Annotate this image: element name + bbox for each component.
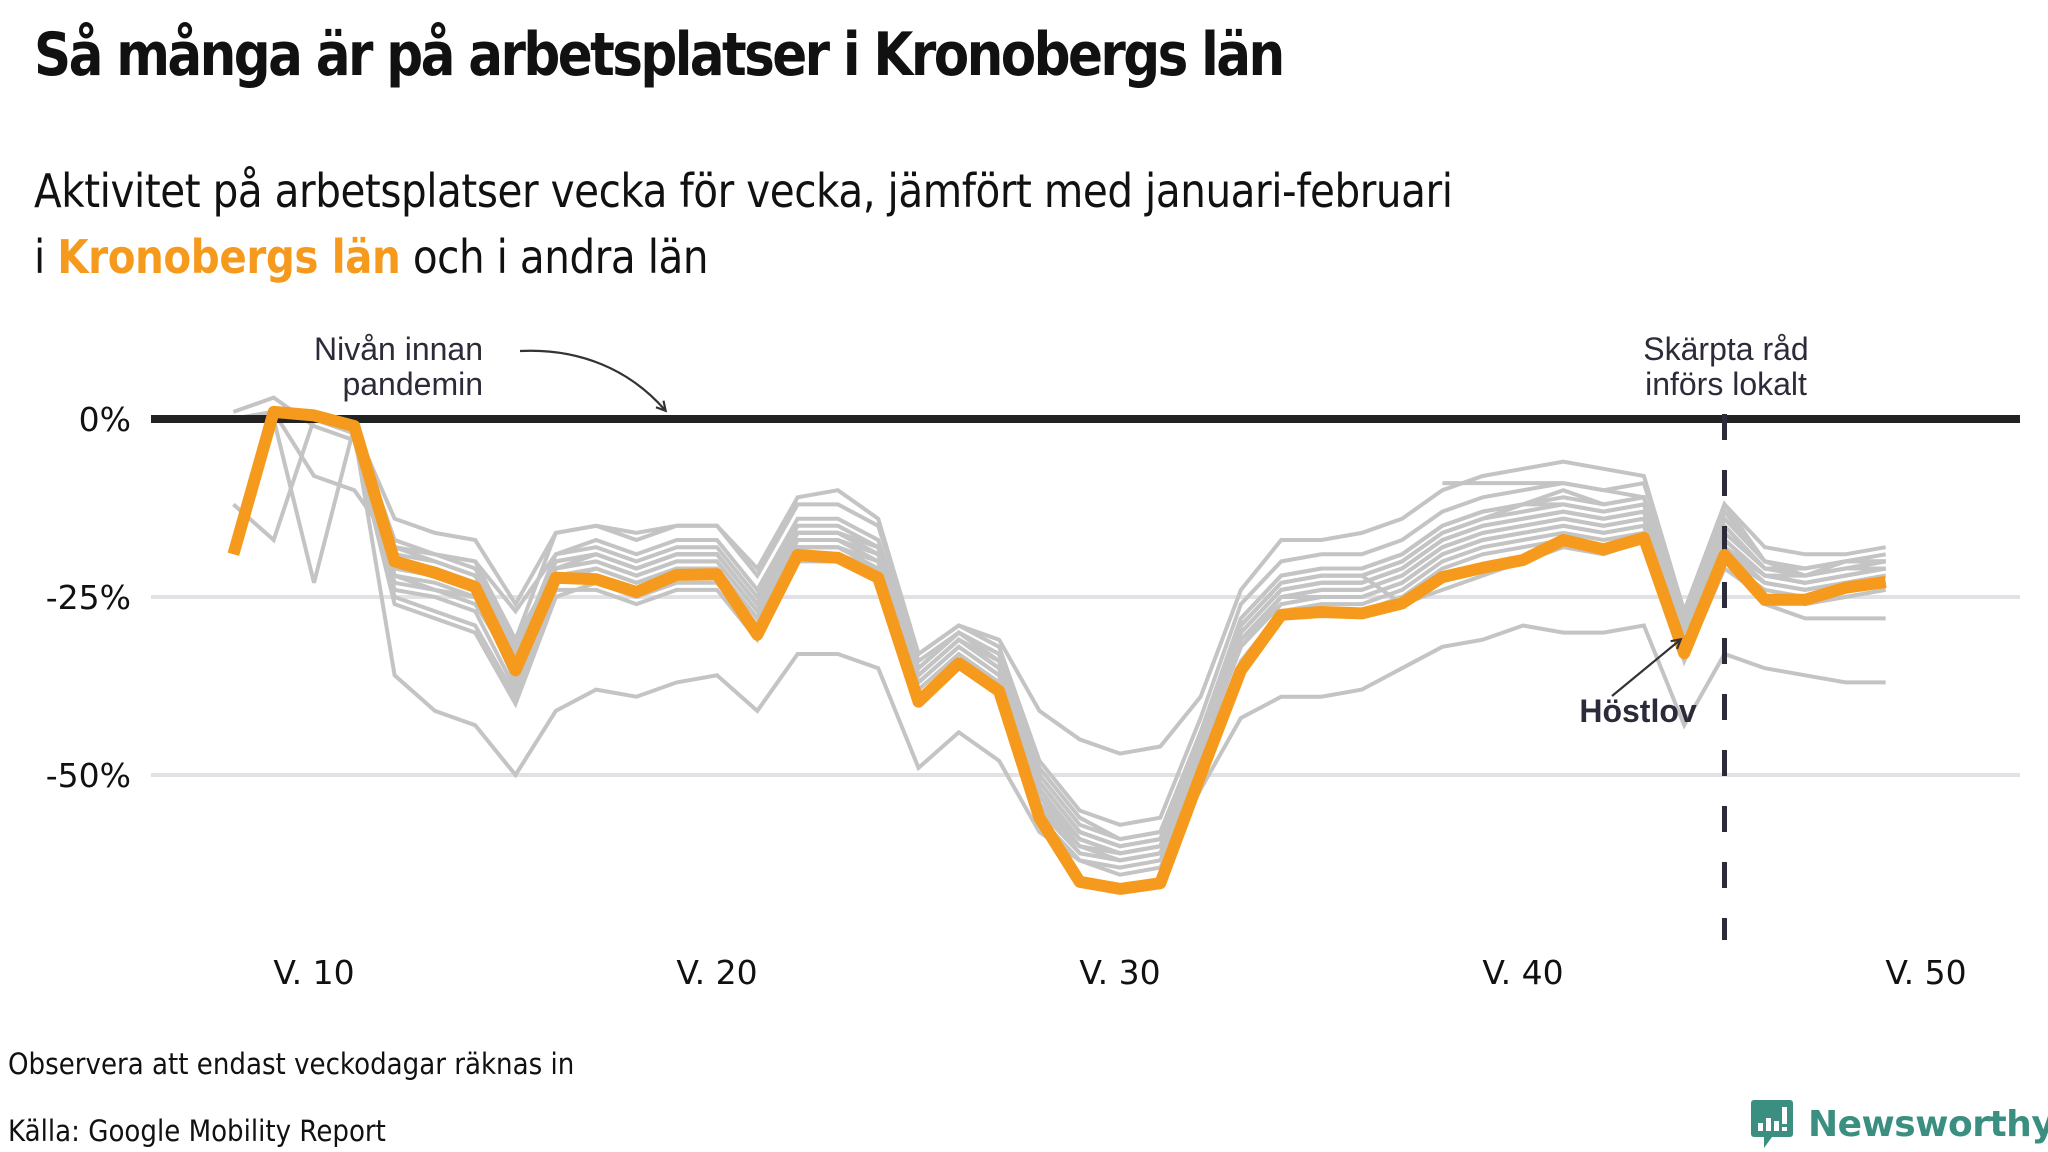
- other-county-line: [233, 417, 1887, 756]
- other-county-line: [233, 409, 1886, 849]
- other-county-line: [233, 409, 1886, 849]
- y-tick-label: -25%: [46, 578, 131, 617]
- annotation-hostlov-label: Höstlov: [1579, 693, 1697, 729]
- footnote-note: Observera att endast veckodagar räknas i…: [8, 1047, 575, 1081]
- y-tick-label: 0%: [79, 400, 131, 439]
- chart-title: Så många är på arbetsplatser i Kronoberg…: [34, 20, 1285, 90]
- gridlines: [151, 595, 2020, 777]
- highlight-county-line: [227, 405, 1887, 895]
- chart-subtitle: Aktivitet på arbetsplatser vecka för vec…: [34, 158, 1453, 290]
- x-tick-label: V. 40: [1482, 953, 1563, 992]
- annotation-restrictions-line1: Skärpta råd: [1643, 331, 1808, 367]
- annotation-restrictions-line2: införs lokalt: [1645, 366, 1807, 402]
- annotation-prepandemic-line2: pandemin: [342, 366, 483, 402]
- subtitle-line-2: i Kronobergs län och i andra län: [34, 224, 1453, 290]
- annotation-prepandemic-line1: Nivån innan: [314, 331, 483, 367]
- newsworthy-logo-text: Newsworthy: [1808, 1103, 2048, 1145]
- other-county-line: [233, 409, 1886, 842]
- other-county-line: [1442, 481, 1886, 625]
- annotation-hostlov-arrow: [1611, 637, 1683, 697]
- other-counties-lines: [232, 395, 1887, 877]
- x-tick-label: V. 30: [1079, 953, 1160, 992]
- subtitle-line-1: Aktivitet på arbetsplatser vecka för vec…: [34, 164, 1453, 218]
- footnote-source: Källa: Google Mobility Report: [8, 1114, 386, 1148]
- axis-ticks: 0% -25% -50% V. 10 V. 20 V. 30 V. 40 V. 50: [46, 400, 1967, 992]
- highlight-line-group: [227, 405, 1887, 895]
- x-tick-label: V. 20: [676, 953, 757, 992]
- other-county-line: [232, 395, 1887, 863]
- other-county-line: [233, 409, 1887, 849]
- annotation-prepandemic-arrow: [519, 349, 668, 413]
- subtitle-suffix: och i andra län: [400, 230, 709, 284]
- subtitle-highlight-county: Kronobergs län: [57, 230, 401, 284]
- y-tick-label: -50%: [46, 756, 131, 795]
- newsworthy-logo-icon: [1751, 1100, 1793, 1148]
- subtitle-prefix: i: [34, 230, 58, 284]
- newsworthy-logo[interactable]: Newsworthy: [1750, 1098, 2048, 1150]
- x-tick-label: V. 50: [1885, 953, 1966, 992]
- x-tick-label: V. 10: [273, 953, 354, 992]
